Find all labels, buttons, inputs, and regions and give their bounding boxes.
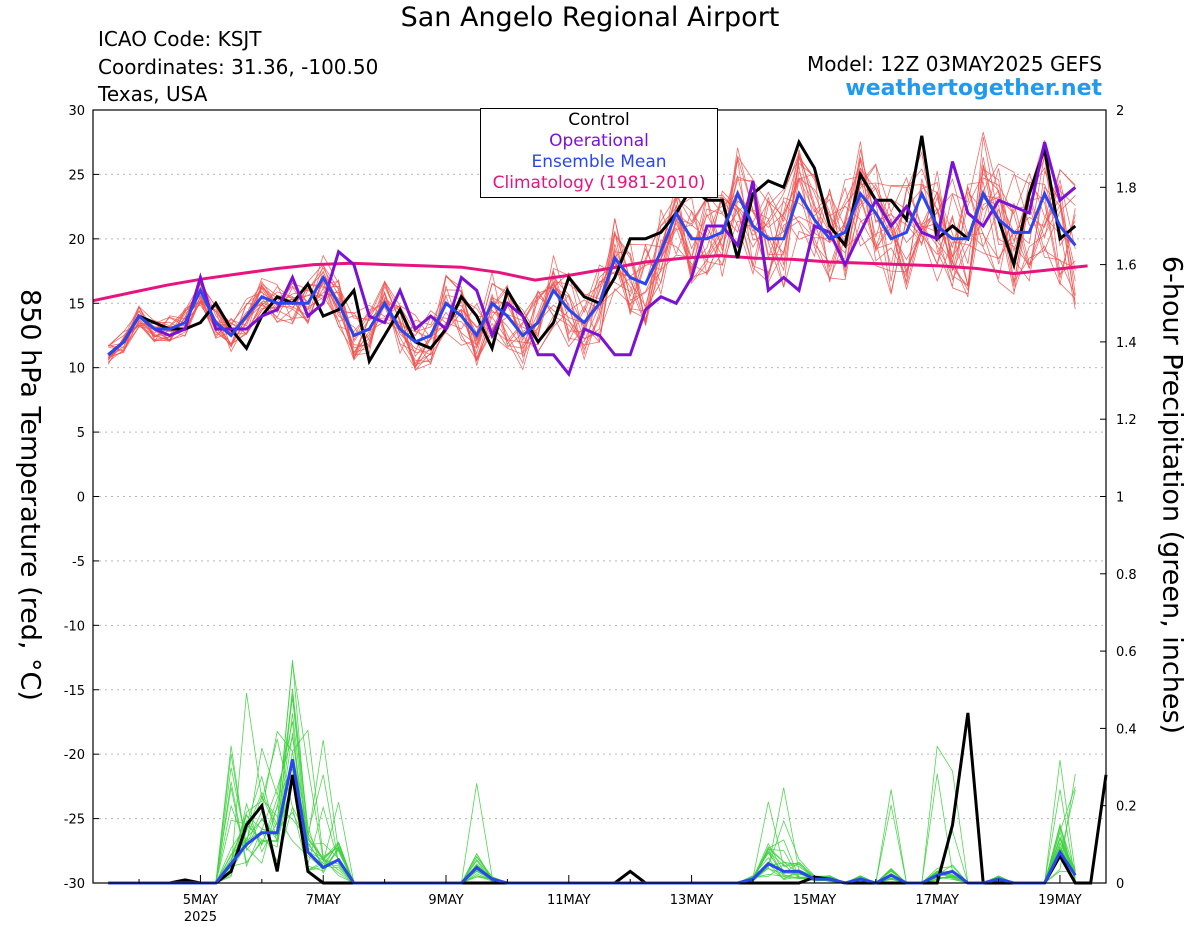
y-axis-right-label: 6-hour Precipitation (green, inches)	[1156, 255, 1188, 735]
tick-label-right: 0.8	[1116, 568, 1137, 583]
precip-member-lines	[108, 660, 1076, 884]
tick-label-right: 0	[1116, 877, 1124, 892]
tick-label-left: -20	[64, 748, 85, 763]
tick-label-x: 7MAY	[306, 893, 341, 908]
precip-member-line	[108, 688, 1076, 884]
icao-code: ICAO Code: KSJT	[98, 27, 262, 51]
tick-label-left: -10	[64, 619, 85, 634]
tick-label-left: 0	[77, 491, 85, 506]
tick-label-right: 1.4	[1116, 336, 1137, 351]
main-series-lines	[92, 135, 1108, 885]
tick-label-left: -15	[64, 684, 85, 699]
temp-member-line	[108, 140, 1076, 359]
tick-label-x: 5MAY	[183, 893, 218, 908]
tick-label-right: 0.2	[1116, 800, 1137, 815]
region: Texas, USA	[98, 82, 208, 106]
tick-label-left: 20	[68, 233, 85, 248]
temp-member-line	[108, 167, 1076, 366]
chart-title: San Angelo Regional Airport	[400, 2, 780, 33]
legend-operational: Operational	[549, 131, 649, 151]
tick-label-x: 17MAY	[915, 893, 959, 908]
tick-label-left: 25	[68, 168, 85, 183]
tick-label-left: 30	[68, 104, 85, 119]
temp-control-line	[107, 135, 1077, 366]
legend-ensemble-mean: Ensemble Mean	[531, 152, 667, 172]
tick-label-right: 0.6	[1116, 645, 1137, 660]
tick-label-x: 19MAY	[1038, 893, 1082, 908]
temp-operational-line	[107, 141, 1077, 378]
climatology-line	[92, 254, 1088, 303]
tick-label-left: -30	[64, 877, 85, 892]
legend: Control Operational Ensemble Mean Climat…	[480, 108, 718, 198]
tick-label-left: 10	[68, 362, 85, 377]
tick-label-x-year: 2025	[184, 910, 217, 925]
precip-control-line	[108, 712, 1108, 885]
tick-label-x: 11MAY	[547, 893, 591, 908]
tick-label-right: 2	[1116, 104, 1124, 119]
site-link[interactable]: weathertogether.net	[845, 76, 1102, 101]
tick-label-right: 1.2	[1116, 413, 1137, 428]
tick-label-right: 0.4	[1116, 722, 1137, 737]
tick-label-right: 1	[1116, 491, 1124, 506]
tick-label-right: 1.8	[1116, 181, 1137, 196]
tick-label-x: 9MAY	[428, 893, 463, 908]
temp-ensemble-mean-line	[107, 189, 1077, 356]
tick-label-left: -5	[72, 555, 85, 570]
axis-ticks: 302520151050-5-10-15-20-25-3021.81.61.41…	[64, 104, 1137, 925]
legend-climatology: Climatology (1981-2010)	[492, 173, 706, 193]
tick-label-right: 1.6	[1116, 259, 1137, 274]
tick-label-left: -25	[64, 813, 85, 828]
tick-label-left: 5	[77, 426, 85, 441]
legend-control: Control	[568, 110, 630, 130]
model-run: Model: 12Z 03MAY2025 GEFS	[807, 52, 1102, 76]
coordinates: Coordinates: 31.36, -100.50	[98, 55, 379, 79]
tick-label-x: 15MAY	[793, 893, 837, 908]
tick-label-left: 15	[68, 297, 85, 312]
y-axis-left-label: 850 hPa Temperature (red, °C)	[14, 289, 46, 701]
tick-label-x: 13MAY	[670, 893, 714, 908]
